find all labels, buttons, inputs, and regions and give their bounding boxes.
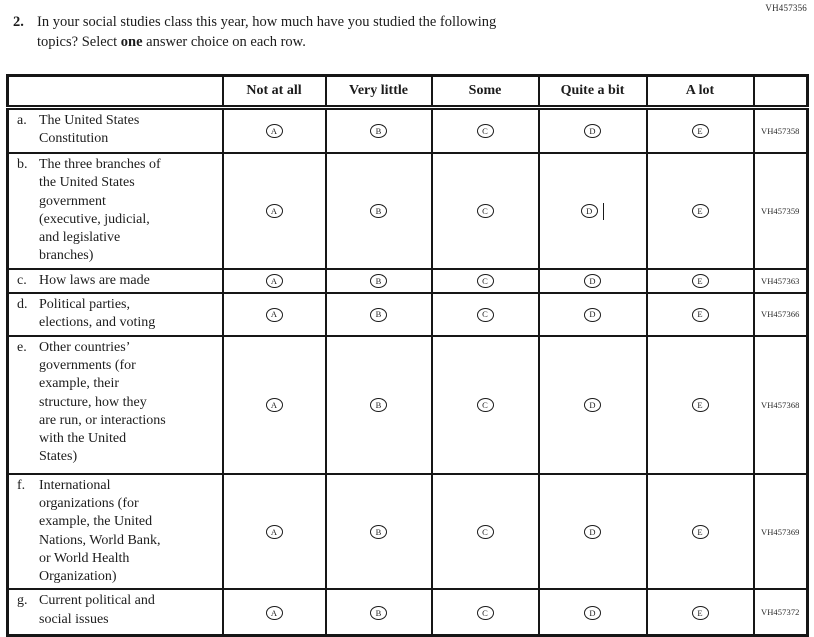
row-letter: b. [17,157,28,172]
item-code: VH457366 [752,292,809,337]
option-e-bubble[interactable]: E [691,204,709,219]
question-text-start: In your social studies class this year, … [37,14,497,50]
option-e-bubble[interactable]: E [691,524,709,539]
option-c-bubble[interactable]: C [476,605,494,620]
question-text-bold: one [120,33,143,50]
option-c-bubble[interactable]: C [476,307,494,322]
option-a-bubble[interactable]: A [265,204,283,219]
item-code: VH457358 [752,106,809,154]
table-row-b: b. The three branches of the United Stat… [6,152,809,270]
option-a-bubble[interactable]: A [265,605,283,620]
option-d-bubble[interactable]: D [580,204,598,219]
question-text-end: answer choice on each row. [142,33,306,50]
row-letter: d. [17,297,28,313]
option-e-bubble[interactable]: E [691,124,709,139]
row-topic: The three branches of the United States … [39,157,161,264]
column-header-not-at-all: Not at all [221,74,327,110]
topic-cell: b. The three branches of the United Stat… [6,152,224,270]
row-topic: International organizations (for example… [39,477,161,585]
option-d-bubble[interactable]: D [584,307,601,322]
option-a-bubble[interactable]: A [265,524,283,539]
option-c-bubble[interactable]: C [476,524,494,539]
option-e-bubble[interactable]: E [691,307,709,322]
item-code: VH457369 [752,472,809,591]
question-text: In your social studies class this year, … [37,13,496,52]
option-e-bubble[interactable]: E [691,398,709,412]
topic-cell: g. Current political and social issues [6,588,224,637]
question-block: 2. In your social studies class this yea… [13,13,693,52]
topic-cell: d. Political parties, elections, and vot… [6,292,224,337]
text-cursor [602,202,605,220]
row-topic: Current political and social issues [39,593,155,627]
topic-cell: c. How laws are made [6,267,224,295]
header-topic-blank [6,74,224,110]
row-topic: Other countries’ governments (for exampl… [39,339,166,465]
option-c-bubble[interactable]: C [476,204,494,219]
table-row-d: d. Political parties, elections, and vot… [6,292,809,337]
page-accession-code: VH457356 [765,3,807,13]
item-code: VH457363 [752,267,809,295]
table-row-f: f. International organizations (for exam… [6,472,809,591]
option-c-bubble[interactable]: C [476,398,494,412]
topic-cell: a. The United States Constitution [6,106,224,154]
option-b-bubble[interactable]: B [370,605,387,620]
item-code: VH457372 [752,588,809,637]
option-d-bubble[interactable]: D [584,274,601,289]
option-d-bubble[interactable]: D [584,124,601,139]
row-letter: c. [17,272,27,288]
table-row-a: a. The United States Constitution A B C … [6,106,809,154]
option-b-bubble[interactable]: B [370,398,387,412]
column-header-very-little: Very little [324,74,433,110]
option-a-bubble[interactable]: A [265,398,283,412]
row-letter: g. [17,593,28,609]
table-row-g: g. Current political and social issues A… [6,588,809,637]
option-a-bubble[interactable]: A [265,307,283,322]
option-d-bubble[interactable]: D [584,605,601,620]
row-topic: Political parties, elections, and voting [39,297,156,331]
row-topic: How laws are made [39,272,150,288]
option-e-bubble[interactable]: E [691,605,709,620]
option-a-bubble[interactable]: A [265,124,283,139]
option-a-bubble[interactable]: A [265,274,283,289]
option-b-bubble[interactable]: B [370,524,387,539]
column-header-quite-a-bit: Quite a bit [537,74,648,110]
header-row: Not at all Very little Some Quite a bit … [6,74,809,110]
option-d-bubble[interactable]: D [584,524,601,539]
question-number: 2. [13,14,24,30]
option-d-bubble[interactable]: D [584,398,601,412]
header-code-blank [752,74,809,110]
option-b-bubble[interactable]: B [370,204,387,219]
item-code: VH457368 [752,334,809,475]
option-b-bubble[interactable]: B [370,124,387,139]
option-b-bubble[interactable]: B [370,307,387,322]
item-code: VH457359 [752,152,809,270]
row-letter: e. [17,339,27,355]
option-c-bubble[interactable]: C [476,274,494,289]
column-header-a-lot: A lot [645,74,755,110]
option-c-bubble[interactable]: C [476,124,494,139]
topic-cell: e. Other countries’ governments (for exa… [6,334,224,475]
option-b-bubble[interactable]: B [370,274,387,289]
row-letter: a. [17,113,27,128]
survey-matrix-table: Not at all Very little Some Quite a bit … [6,74,809,637]
column-header-some: Some [430,74,540,110]
row-topic: The United States Constitution [39,113,140,147]
option-e-bubble[interactable]: E [691,274,709,289]
table-row-c: c. How laws are made A B C D E VH457363 [6,267,809,295]
topic-cell: f. International organizations (for exam… [6,472,224,591]
table-row-e: e. Other countries’ governments (for exa… [6,334,809,475]
row-letter: f. [17,477,26,493]
